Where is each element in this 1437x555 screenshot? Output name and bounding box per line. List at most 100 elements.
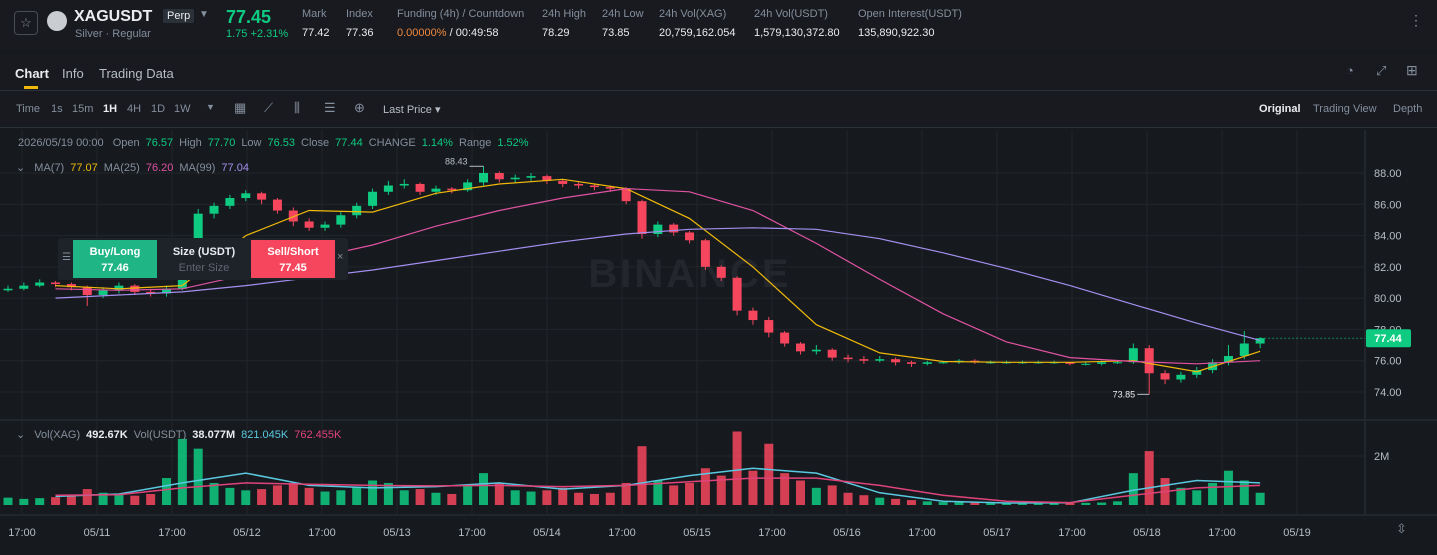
candle-body: [257, 193, 267, 200]
drag-handle[interactable]: ☰: [62, 252, 71, 263]
volume-bar: [637, 446, 647, 505]
candle-body: [1255, 338, 1265, 344]
tab[interactable]: Trading Data: [99, 66, 174, 81]
menu-icon[interactable]: ⋮: [1409, 12, 1423, 28]
volume-bar: [494, 482, 504, 505]
legend-label: Vol(XAG): [34, 429, 81, 441]
view[interactable]: Trading View: [1313, 103, 1377, 115]
dropdown[interactable]: ▼: [199, 9, 209, 20]
x-tick-label: 17:00: [458, 527, 486, 539]
interval[interactable]: 1s: [51, 103, 63, 115]
stat-value: 77.42: [302, 27, 330, 39]
stat-value: 77.36: [346, 27, 374, 39]
buy-price: 77.46: [101, 262, 129, 274]
volume-bar: [479, 473, 488, 505]
candle-body: [811, 349, 821, 352]
volume-bar: [906, 500, 916, 505]
interval[interactable]: Time: [16, 103, 41, 115]
y-tick-label: 76.00: [1374, 356, 1402, 368]
volume-bar: [368, 480, 378, 505]
size-placeholder: Enter Size: [178, 262, 230, 274]
volume-bar: [1192, 490, 1202, 505]
volume-bar: [827, 485, 837, 505]
toolbar: Time 1s 15m 1H 4H 1D 1W ▼ ▦ ⟋ ⫼ ☰ ⊕ Last…: [0, 91, 1437, 128]
tab-indicator: [24, 86, 38, 89]
legend-value: 76.20: [145, 162, 174, 174]
candle-body: [225, 198, 235, 206]
interval[interactable]: 1D: [151, 103, 166, 115]
layout-icon[interactable]: ⊞: [1406, 62, 1418, 78]
candle-body: [875, 359, 885, 361]
candle-body: [35, 282, 45, 286]
candle-body: [669, 224, 679, 233]
interval-dropdown[interactable]: ▼: [206, 102, 215, 112]
symbol[interactable]: XAGUSDT: [74, 8, 153, 25]
volume-bar: [146, 493, 156, 505]
candle-body: [3, 288, 13, 291]
candle-body: [653, 224, 663, 235]
candle-body: [1113, 362, 1122, 364]
sell-price: 77.45: [279, 262, 307, 274]
stat-label: Index: [346, 8, 373, 20]
legend-label: MA(99): [179, 162, 216, 174]
legend-label: Vol(USDT): [133, 429, 187, 441]
interval[interactable]: 1H: [103, 103, 118, 115]
candle-body: [494, 173, 504, 180]
interval[interactable]: 15m: [72, 103, 94, 115]
volume-bar: [986, 503, 996, 505]
scale-icon[interactable]: ⇳: [1396, 521, 1407, 536]
low-marker-label: 73.85: [1113, 389, 1136, 399]
tool-icon[interactable]: ☰: [324, 100, 336, 115]
tool-icon[interactable]: ⊕: [354, 100, 365, 115]
y-tick-label: 86.00: [1374, 199, 1402, 211]
candle-body: [431, 188, 441, 192]
order-panel: ☰ Buy/Long 77.46 Size (USDT) Enter Size Se…: [58, 238, 348, 280]
candle-body: [162, 288, 171, 294]
legend-value: 492.67K: [86, 429, 128, 441]
price-type[interactable]: Last Price ▾: [383, 104, 441, 116]
interval[interactable]: 1W: [174, 103, 191, 115]
volume-bar: [1081, 502, 1091, 505]
interval[interactable]: 4H: [127, 103, 142, 115]
favorite-button[interactable]: ☆: [14, 11, 38, 35]
tab[interactable]: Info: [62, 66, 84, 81]
volume-bar: [1002, 503, 1012, 505]
last-price-label: 77.44: [1374, 333, 1402, 345]
view[interactable]: Depth: [1393, 103, 1423, 115]
volume-bar: [3, 497, 13, 505]
view[interactable]: Original: [1259, 103, 1301, 115]
stat-label: 24h High: [542, 8, 587, 20]
tool-icon[interactable]: ⟋: [264, 100, 274, 115]
sell-button[interactable]: Sell/Short 77.45: [251, 240, 335, 278]
stat-label: 24h Vol(XAG): [659, 8, 727, 20]
stat-label: 24h Vol(USDT): [754, 8, 828, 20]
legend-value: 1.14%: [421, 137, 453, 149]
volume-bar: [272, 485, 282, 505]
volume-bar: [954, 502, 964, 505]
candle-body: [1223, 356, 1233, 363]
buy-button[interactable]: Buy/Long 77.46: [73, 240, 157, 278]
candle-body: [922, 362, 932, 364]
volume-bar: [1208, 482, 1218, 505]
volume-bar: [510, 490, 520, 505]
change-pct: +2.31%: [250, 28, 289, 40]
expand-icon[interactable]: ⤢: [1376, 63, 1387, 78]
alert-icon[interactable]: ◔: [1346, 63, 1354, 78]
volume-bar: [859, 495, 869, 505]
volume-bar: [1128, 473, 1138, 505]
volume-bar: [875, 497, 885, 505]
tool-icon[interactable]: ⫼: [294, 100, 300, 115]
x-tick-label: 05/19: [1283, 527, 1311, 539]
vol-legend: ⌄ Vol(XAG) 492.67K Vol(USDT) 38.077M 821.045…: [16, 429, 342, 441]
volume-bar: [66, 495, 76, 505]
close-button[interactable]: ×: [337, 251, 344, 263]
size-input[interactable]: Size (USDT) Enter Size: [158, 240, 250, 278]
volume-bar: [162, 478, 171, 505]
tool-icon[interactable]: ▦: [234, 100, 247, 115]
last-price-box: [1366, 329, 1411, 348]
candle-body: [574, 183, 584, 186]
candle-body: [1097, 362, 1107, 364]
stat-value: 73.85: [602, 27, 630, 39]
volume-bar: [922, 501, 932, 505]
tab[interactable]: Chart: [15, 66, 49, 81]
